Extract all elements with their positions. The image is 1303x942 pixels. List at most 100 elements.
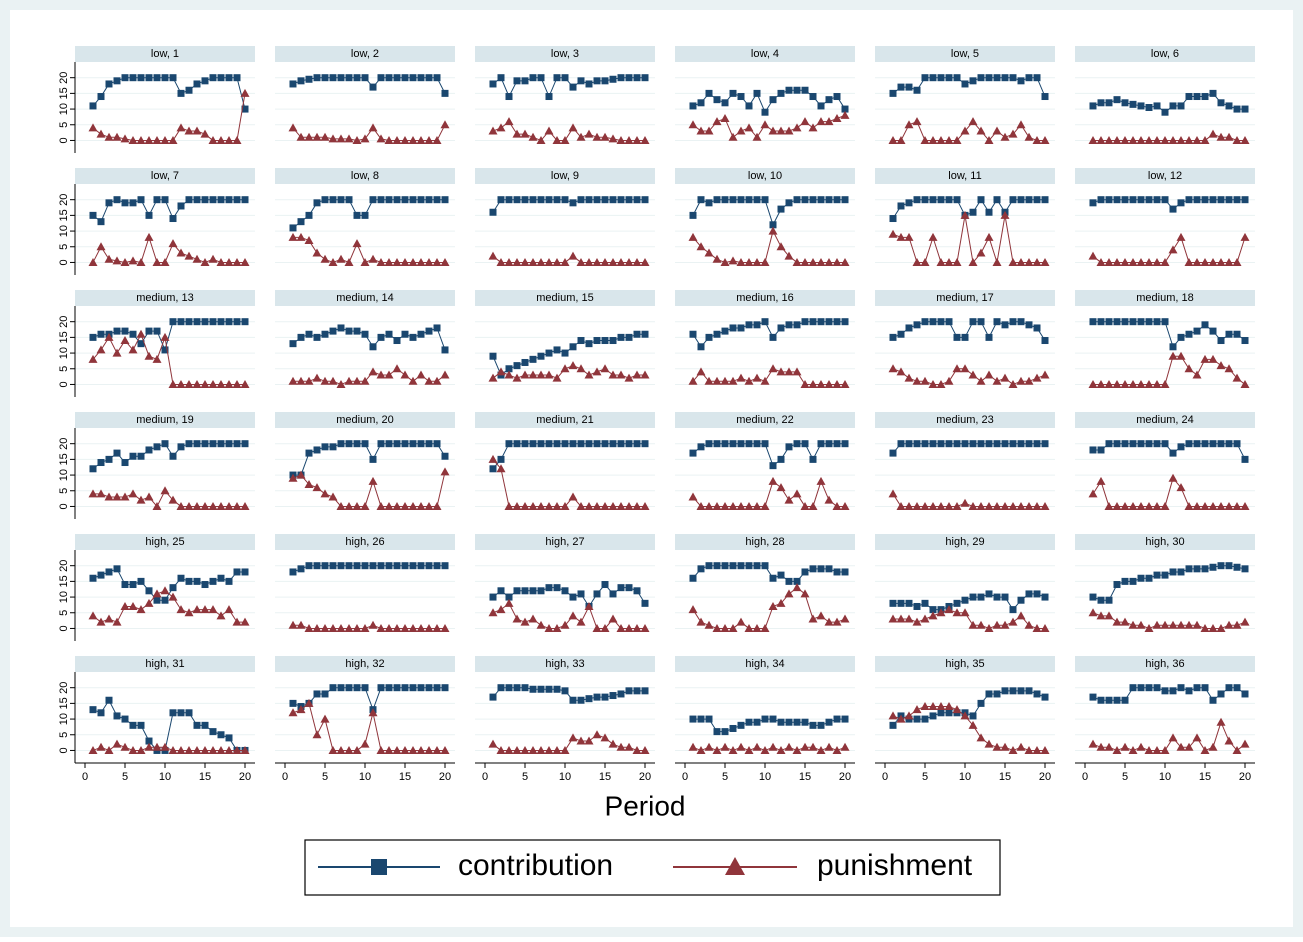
data-point <box>512 501 522 510</box>
data-point <box>1168 245 1178 254</box>
data-point <box>529 355 537 363</box>
panel-title: low, 9 <box>551 170 579 182</box>
data-point <box>720 376 730 385</box>
data-point <box>960 608 970 617</box>
data-point <box>377 74 385 82</box>
data-point <box>800 257 810 266</box>
data-point <box>585 80 593 88</box>
data-point <box>720 623 730 632</box>
data-point <box>392 135 402 144</box>
data-point <box>833 318 841 326</box>
data-point <box>1104 379 1114 388</box>
data-point <box>841 715 849 723</box>
data-point <box>129 199 137 207</box>
data-point <box>136 257 146 266</box>
data-point <box>520 257 530 266</box>
data-point <box>1160 379 1170 388</box>
data-point <box>761 562 769 570</box>
data-point <box>1097 596 1105 604</box>
data-point <box>608 257 618 266</box>
x-tick-label: 15 <box>399 771 411 783</box>
data-point <box>105 696 113 704</box>
data-point <box>1113 581 1121 589</box>
data-point <box>1033 690 1041 698</box>
data-point <box>825 718 833 726</box>
data-point <box>112 739 122 748</box>
data-point <box>200 501 210 510</box>
data-point <box>712 501 722 510</box>
data-point <box>1152 257 1162 266</box>
data-point <box>809 196 817 204</box>
data-point <box>792 489 802 498</box>
panel-header <box>475 534 655 550</box>
data-point <box>1240 379 1250 388</box>
data-point <box>576 364 586 373</box>
data-point <box>160 332 170 341</box>
data-point <box>1129 684 1137 692</box>
data-point <box>736 257 746 266</box>
data-point <box>425 74 433 82</box>
data-point <box>928 501 938 510</box>
data-point <box>489 465 497 473</box>
data-point <box>193 196 201 204</box>
data-point <box>760 120 770 129</box>
data-point <box>1240 739 1250 748</box>
data-point <box>832 617 842 626</box>
data-point <box>96 242 106 251</box>
panel-title: medium, 24 <box>1136 414 1193 426</box>
data-point <box>601 337 609 345</box>
data-point <box>929 712 937 720</box>
legend-label: punishment <box>817 849 973 882</box>
panel-header <box>275 290 455 306</box>
panel-title: medium, 14 <box>336 292 393 304</box>
data-point <box>1193 565 1201 573</box>
data-point <box>953 74 961 82</box>
data-point <box>1201 93 1209 101</box>
data-point <box>288 473 298 482</box>
data-point <box>376 370 386 379</box>
data-point <box>1144 623 1154 632</box>
data-point <box>96 345 106 354</box>
data-point <box>1009 318 1017 326</box>
data-point <box>905 599 913 607</box>
data-point <box>1096 379 1106 388</box>
data-point <box>776 367 786 376</box>
data-point <box>585 695 593 703</box>
data-point <box>560 620 570 629</box>
data-point <box>824 742 834 751</box>
data-point <box>385 562 393 570</box>
y-tick-label: 10 <box>58 713 70 725</box>
data-point <box>1217 99 1225 107</box>
panel-header <box>875 412 1055 428</box>
data-point <box>344 501 354 510</box>
data-point <box>1176 742 1186 751</box>
data-point <box>728 501 738 510</box>
data-point <box>528 132 538 141</box>
data-point <box>208 254 218 263</box>
data-point <box>1120 257 1130 266</box>
data-point <box>1160 257 1170 266</box>
data-point <box>592 257 602 266</box>
data-point <box>1200 501 1210 510</box>
data-point <box>432 745 442 754</box>
data-point <box>376 623 386 632</box>
data-point <box>1089 318 1097 326</box>
data-point <box>729 440 737 448</box>
data-point <box>241 568 249 576</box>
data-point <box>1209 196 1217 204</box>
data-point <box>584 129 594 138</box>
data-point <box>225 74 233 82</box>
data-point <box>88 123 98 132</box>
y-tick-label: 20 <box>58 72 70 84</box>
data-point <box>688 605 698 614</box>
data-point <box>960 364 970 373</box>
data-point <box>368 620 378 629</box>
data-point <box>440 120 450 129</box>
data-point <box>1200 354 1210 363</box>
data-point <box>184 379 194 388</box>
data-point <box>241 105 249 113</box>
data-point <box>153 327 161 335</box>
x-tick-label: 0 <box>282 771 288 783</box>
data-point <box>1168 135 1178 144</box>
data-point <box>144 742 154 751</box>
